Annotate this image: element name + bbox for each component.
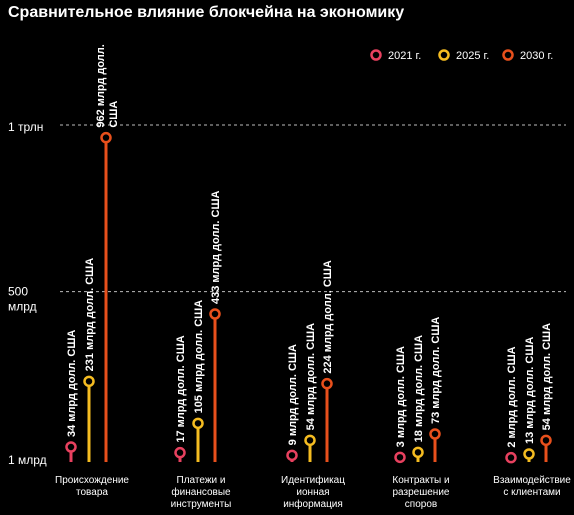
data-label: 13 млрд долл. США: [524, 337, 536, 444]
data-label: 18 млрд долл. США: [413, 335, 425, 442]
data-label: 105 млрд долл. США: [193, 300, 205, 414]
data-label: 224 млрд долл. США: [322, 260, 334, 374]
data-label: 433 млрд долл. США: [210, 190, 222, 304]
category-label: споров: [405, 499, 437, 510]
data-label: 2 млрд долл. США: [506, 346, 518, 447]
category-label: товара: [76, 487, 108, 498]
lollipop-head: [412, 446, 424, 459]
category-label: Контракты и: [392, 475, 449, 486]
data-label: 54 млрд долл. США: [305, 323, 317, 430]
chart-title: Сравнительное влияние блокчейна на эконо…: [8, 4, 405, 21]
lollipop-head: [321, 377, 333, 390]
legend-label: 2030 г.: [520, 50, 553, 62]
category-label: Платежи и: [177, 475, 226, 486]
lollipop-head: [65, 441, 77, 453]
lollipop-head: [429, 428, 441, 440]
data-label: 34 млрд долл. США: [66, 330, 78, 437]
legend-label: 2021 г.: [388, 50, 421, 62]
data-label: 9 млрд долл. США: [287, 344, 299, 445]
lollipop-head: [83, 375, 95, 388]
legend-marker: [370, 49, 382, 61]
category-label: финансовые: [171, 486, 231, 498]
category-label: разрешение: [393, 487, 450, 498]
lollipop-head: [100, 131, 112, 144]
y-tick-label: млрд: [8, 300, 37, 314]
lollipop-head: [209, 308, 221, 320]
data-label: 231 млрд долл. США: [84, 258, 96, 372]
data-label: 17 млрд долл. США: [175, 335, 187, 442]
lollipop-head: [394, 451, 406, 464]
category-label: Происхождение: [55, 475, 129, 486]
category-label: с клиентами: [503, 487, 560, 498]
lollipop-head: [523, 448, 535, 460]
category-label: информация: [283, 498, 343, 510]
category-label: Идентификац: [281, 474, 345, 486]
y-tick-label: 1 трлн: [8, 120, 43, 134]
lollipop-head: [286, 449, 298, 462]
lollipop-head: [505, 451, 517, 464]
legend-label: 2025 г.: [456, 50, 489, 62]
category-label: Взаимодействие: [493, 475, 571, 486]
data-label: 3 млрд долл. США: [395, 346, 407, 447]
lollipop-head: [540, 434, 552, 447]
lollipop-head: [174, 446, 186, 459]
category-label: ионная: [296, 487, 329, 498]
legend-marker: [438, 49, 450, 61]
data-label: США: [108, 101, 120, 128]
data-label: 962 млрд долл.: [95, 44, 107, 127]
data-label: 73 млрд долл. США: [430, 317, 442, 424]
data-label: 54 млрд долл. США: [541, 323, 553, 430]
lollipop-head: [192, 417, 204, 430]
y-tick-label: 500: [8, 285, 28, 299]
y-tick-label: 1 млрд: [8, 453, 47, 467]
category-label: инструменты: [171, 499, 232, 510]
legend-marker: [502, 49, 514, 61]
lollipop-head: [304, 434, 316, 447]
